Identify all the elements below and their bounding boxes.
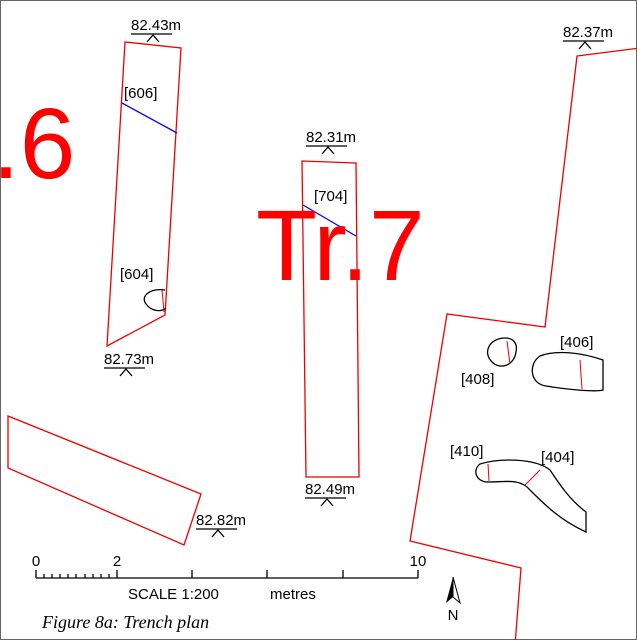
scale-bar: 0 2 10 SCALE 1:200 metres bbox=[32, 553, 427, 603]
trench-7 bbox=[301, 160, 360, 478]
feature-label: [606] bbox=[124, 85, 157, 102]
section-line bbox=[121, 102, 178, 134]
levels: 82.43m 82.37m 82.31m 82.73m 82.49m 82.82… bbox=[104, 17, 613, 538]
section-line bbox=[161, 289, 165, 313]
feature bbox=[487, 337, 518, 367]
trench-lower bbox=[7, 415, 202, 546]
trench-4 bbox=[409, 47, 637, 640]
level-label: 82.31m bbox=[306, 129, 356, 146]
level-mark bbox=[104, 367, 145, 377]
trench-6 bbox=[106, 41, 182, 348]
level-mark bbox=[196, 528, 237, 538]
level-label: 82.82m bbox=[196, 512, 246, 529]
scale-tick: 2 bbox=[113, 553, 121, 570]
level-mark bbox=[563, 40, 604, 50]
feature-label: [406] bbox=[560, 334, 593, 351]
level-mark bbox=[306, 145, 347, 155]
feature-label: [704] bbox=[314, 188, 347, 205]
feature-label: [410] bbox=[450, 443, 483, 460]
scale-line bbox=[35, 570, 419, 579]
feature-label: [604] bbox=[120, 266, 153, 283]
north-arrow: N bbox=[446, 576, 461, 624]
section-line bbox=[506, 340, 511, 365]
scale-title: SCALE 1:200 bbox=[128, 586, 219, 603]
feature-label: [404] bbox=[541, 449, 574, 466]
trenches bbox=[7, 41, 637, 640]
feature bbox=[531, 351, 604, 392]
level-label: 82.73m bbox=[104, 351, 154, 368]
section-line bbox=[487, 463, 490, 482]
feature bbox=[475, 459, 587, 534]
level-label: 82.49m bbox=[305, 481, 355, 498]
section-line bbox=[579, 359, 583, 390]
trench-label: Tr.7 bbox=[256, 190, 425, 302]
scale-tick: 0 bbox=[32, 553, 40, 570]
level-mark bbox=[305, 497, 346, 507]
section-line bbox=[302, 204, 357, 237]
feature-label: [408] bbox=[461, 371, 494, 388]
level-label: 82.37m bbox=[563, 24, 613, 41]
caption: Figure 8a: Trench plan bbox=[41, 612, 209, 632]
feature bbox=[143, 289, 167, 312]
features-shapes bbox=[143, 289, 604, 534]
level-mark bbox=[131, 33, 172, 43]
section-line bbox=[524, 469, 541, 486]
scale-tick: 10 bbox=[410, 553, 427, 570]
trench-label: .6 bbox=[0, 88, 75, 200]
scale-unit: metres bbox=[270, 586, 316, 603]
north-label: N bbox=[448, 607, 459, 624]
level-label: 82.43m bbox=[131, 17, 181, 34]
arrow bbox=[452, 576, 461, 605]
arrow bbox=[446, 577, 453, 603]
